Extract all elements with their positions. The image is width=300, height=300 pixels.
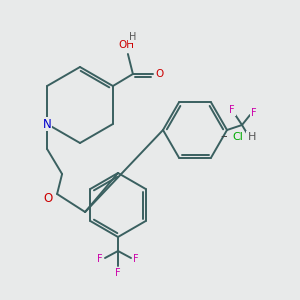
Text: N: N <box>43 118 52 130</box>
Text: OH: OH <box>118 40 134 50</box>
Text: F: F <box>247 132 253 142</box>
Text: F: F <box>133 254 139 264</box>
Text: Cl: Cl <box>232 132 243 142</box>
Text: O: O <box>44 193 53 206</box>
Text: F: F <box>251 108 257 118</box>
Text: O: O <box>156 69 164 79</box>
Text: H: H <box>248 132 256 142</box>
Text: F: F <box>97 254 103 264</box>
Text: F: F <box>229 105 235 115</box>
Text: F: F <box>115 268 121 278</box>
Text: H: H <box>129 32 137 42</box>
Text: –: – <box>221 130 227 143</box>
